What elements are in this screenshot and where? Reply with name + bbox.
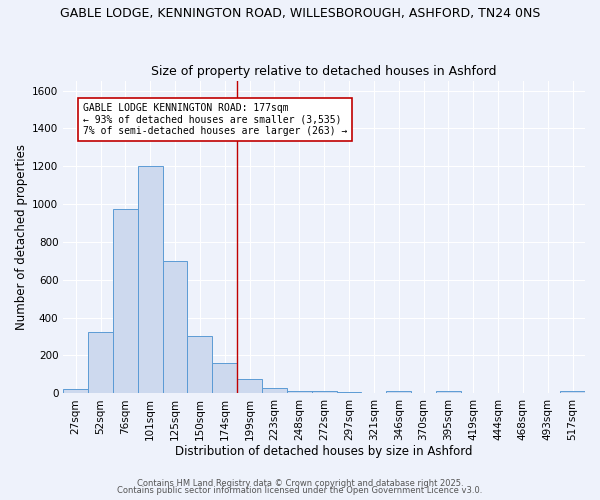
- Bar: [436, 392, 461, 394]
- Bar: [212, 363, 237, 394]
- Bar: [287, 390, 312, 394]
- Y-axis label: Number of detached properties: Number of detached properties: [15, 144, 28, 330]
- Bar: [163, 261, 187, 394]
- Bar: [63, 388, 88, 394]
- Text: GABLE LODGE KENNINGTON ROAD: 177sqm
← 93% of detached houses are smaller (3,535): GABLE LODGE KENNINGTON ROAD: 177sqm ← 93…: [83, 103, 347, 136]
- Bar: [386, 392, 411, 394]
- Text: GABLE LODGE, KENNINGTON ROAD, WILLESBOROUGH, ASHFORD, TN24 0NS: GABLE LODGE, KENNINGTON ROAD, WILLESBORO…: [60, 8, 540, 20]
- Bar: [337, 392, 361, 394]
- Bar: [187, 336, 212, 394]
- Bar: [262, 388, 287, 394]
- Text: Contains public sector information licensed under the Open Government Licence v3: Contains public sector information licen…: [118, 486, 482, 495]
- Bar: [237, 379, 262, 394]
- Bar: [113, 209, 138, 394]
- Bar: [312, 392, 337, 394]
- Bar: [88, 332, 113, 394]
- Text: Contains HM Land Registry data © Crown copyright and database right 2025.: Contains HM Land Registry data © Crown c…: [137, 478, 463, 488]
- Bar: [560, 392, 585, 394]
- X-axis label: Distribution of detached houses by size in Ashford: Distribution of detached houses by size …: [175, 444, 473, 458]
- Bar: [138, 166, 163, 394]
- Title: Size of property relative to detached houses in Ashford: Size of property relative to detached ho…: [151, 66, 497, 78]
